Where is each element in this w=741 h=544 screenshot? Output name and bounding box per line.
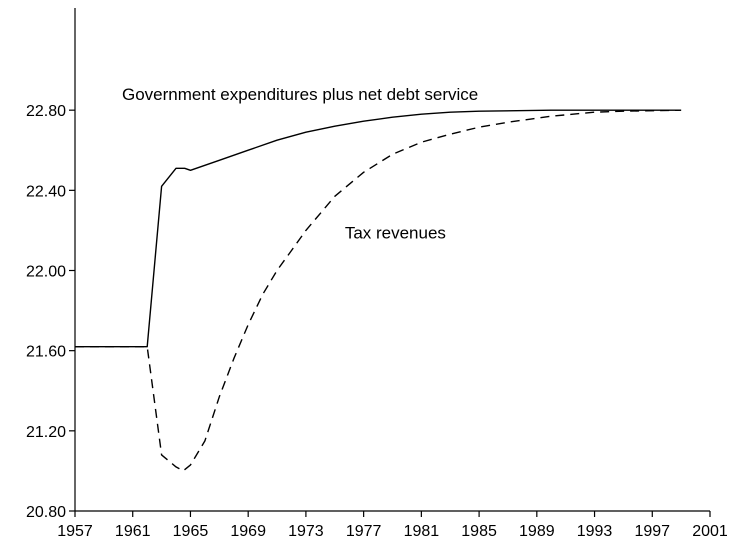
x-tick-label: 1957 — [57, 523, 93, 540]
y-tick-label: 20.80 — [26, 504, 66, 521]
series-annotation: Tax revenues — [345, 223, 446, 242]
x-tick-label: 1961 — [115, 523, 151, 540]
series-lines — [75, 109, 682, 472]
annotations: Government expenditures plus net debt se… — [122, 85, 478, 242]
x-tick-label: 2001 — [692, 523, 728, 540]
series-annotation: Government expenditures plus net debt se… — [122, 85, 478, 104]
x-tick-label: 1977 — [346, 523, 382, 540]
x-tick-label: 1985 — [461, 523, 497, 540]
y-tick-label: 22.00 — [26, 264, 66, 281]
x-tick-label: 1993 — [577, 523, 613, 540]
y-tick-label: 22.80 — [26, 103, 66, 120]
y-tick-label: 21.60 — [26, 344, 66, 361]
government-expenditures-line — [75, 109, 682, 348]
x-tick-label: 1989 — [519, 523, 555, 540]
tax-revenues-line — [75, 109, 682, 472]
y-tick-label: 22.40 — [26, 183, 66, 200]
x-tick-label: 1969 — [230, 523, 266, 540]
x-tick-label: 1997 — [634, 523, 670, 540]
y-tick-label: 21.20 — [26, 424, 66, 441]
x-tick-label: 1981 — [404, 523, 440, 540]
axes: 20.80 21.20 21.60 22.00 22.40 22.80 1957 1961 19… — [26, 8, 728, 540]
x-tick-label: 1965 — [173, 523, 209, 540]
x-tick-label: 1973 — [288, 523, 324, 540]
